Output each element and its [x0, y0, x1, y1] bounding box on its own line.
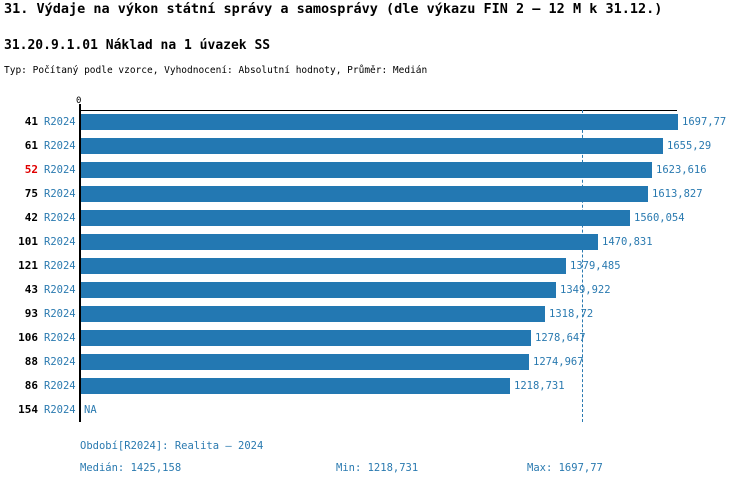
row-series-label: R2024	[44, 188, 76, 200]
table-row[interactable]: 61 R2024 1655,29	[0, 135, 750, 159]
row-series-label: R2024	[44, 332, 76, 344]
bar[interactable]	[81, 234, 598, 250]
bar[interactable]	[81, 282, 556, 298]
row-series-label: R2024	[44, 356, 76, 368]
axis-baseline	[79, 104, 81, 422]
legend-period: Období[R2024]: Realita – 2024	[80, 440, 264, 452]
table-row[interactable]: 93 R2024 1318,72	[0, 303, 750, 327]
row-series-label: R2024	[44, 164, 76, 176]
bar-value-label: 1655,29	[667, 140, 712, 152]
row-id-label: 52	[24, 163, 38, 176]
bar-value-label: 1379,485	[570, 260, 621, 272]
stat-min: Min: 1218,731	[336, 462, 419, 474]
median-reference-line	[582, 110, 583, 422]
bar[interactable]	[81, 330, 531, 346]
bar-value-label: 1278,647	[535, 332, 586, 344]
row-id-label: 75	[24, 187, 38, 200]
row-series-label: R2024	[44, 140, 76, 152]
table-row[interactable]: 75 R2024 1613,827	[0, 183, 750, 207]
table-row[interactable]: 86 R2024 1218,731	[0, 375, 750, 399]
bar-value-label: 1613,827	[652, 188, 703, 200]
row-id-label: 93	[24, 307, 38, 320]
row-series-label: R2024	[44, 308, 76, 320]
bar-value-label: 1560,054	[634, 212, 685, 224]
table-row[interactable]: 41 R2024 1697,77	[0, 111, 750, 135]
table-row[interactable]: 106 R2024 1278,647	[0, 327, 750, 351]
axis-top-line	[80, 110, 677, 111]
row-id-label: 101	[18, 235, 38, 248]
axis-tick-zero: 0	[76, 96, 82, 106]
row-id-label: 61	[24, 139, 38, 152]
footer-stats: Medián: 1425,158 Min: 1218,731 Max: 1697…	[0, 462, 750, 478]
table-row[interactable]: 52 R2024 1623,616	[0, 159, 750, 183]
bar-value-label: 1349,922	[560, 284, 611, 296]
row-id-label: 121	[18, 259, 38, 272]
row-id-label: 86	[24, 379, 38, 392]
bar[interactable]	[81, 258, 566, 274]
row-id-label: 106	[18, 331, 38, 344]
bar-value-label: 1218,731	[514, 380, 565, 392]
table-row[interactable]: 43 R2024 1349,922	[0, 279, 750, 303]
table-row[interactable]: 88 R2024 1274,967	[0, 351, 750, 375]
row-series-label: R2024	[44, 284, 76, 296]
row-id-label: 41	[24, 115, 38, 128]
bar[interactable]	[81, 378, 510, 394]
row-series-label: R2024	[44, 260, 76, 272]
page-title: 31. Výdaje na výkon státní správy a samo…	[4, 1, 663, 17]
row-id-label: 42	[24, 211, 38, 224]
stat-max: Max: 1697,77	[527, 462, 603, 474]
row-series-label: R2024	[44, 116, 76, 128]
bar-value-label: 1470,831	[602, 236, 653, 248]
bar-value-label: 1623,616	[656, 164, 707, 176]
bar[interactable]	[81, 186, 648, 202]
indicator-meta: Typ: Počítaný podle vzorce, Vyhodnocení:…	[4, 65, 428, 76]
row-series-label: R2024	[44, 404, 76, 416]
indicator-title: 31.20.9.1.01 Náklad na 1 úvazek SS	[4, 38, 271, 53]
stat-median: Medián: 1425,158	[80, 462, 182, 474]
row-series-label: R2024	[44, 212, 76, 224]
row-series-label: R2024	[44, 236, 76, 248]
bar[interactable]	[81, 114, 678, 130]
table-row[interactable]: 42 R2024 1560,054	[0, 207, 750, 231]
table-row[interactable]: 101 R2024 1470,831	[0, 231, 750, 255]
bar-value-label: 1318,72	[549, 308, 594, 320]
bar[interactable]	[81, 306, 545, 322]
bar[interactable]	[81, 162, 652, 178]
bar[interactable]	[81, 354, 529, 370]
row-id-label: 88	[24, 355, 38, 368]
table-row[interactable]: 121 R2024 1379,485	[0, 255, 750, 279]
row-id-label: 43	[24, 283, 38, 296]
bar-value-label: 1697,77	[682, 116, 727, 128]
row-series-label: R2024	[44, 380, 76, 392]
bar-value-label: 1274,967	[533, 356, 584, 368]
bar-value-na: NA	[84, 404, 97, 416]
bar[interactable]	[81, 138, 663, 154]
row-id-label: 154	[18, 403, 38, 416]
bar[interactable]	[81, 210, 630, 226]
table-row[interactable]: 154 R2024 NA	[0, 399, 750, 423]
